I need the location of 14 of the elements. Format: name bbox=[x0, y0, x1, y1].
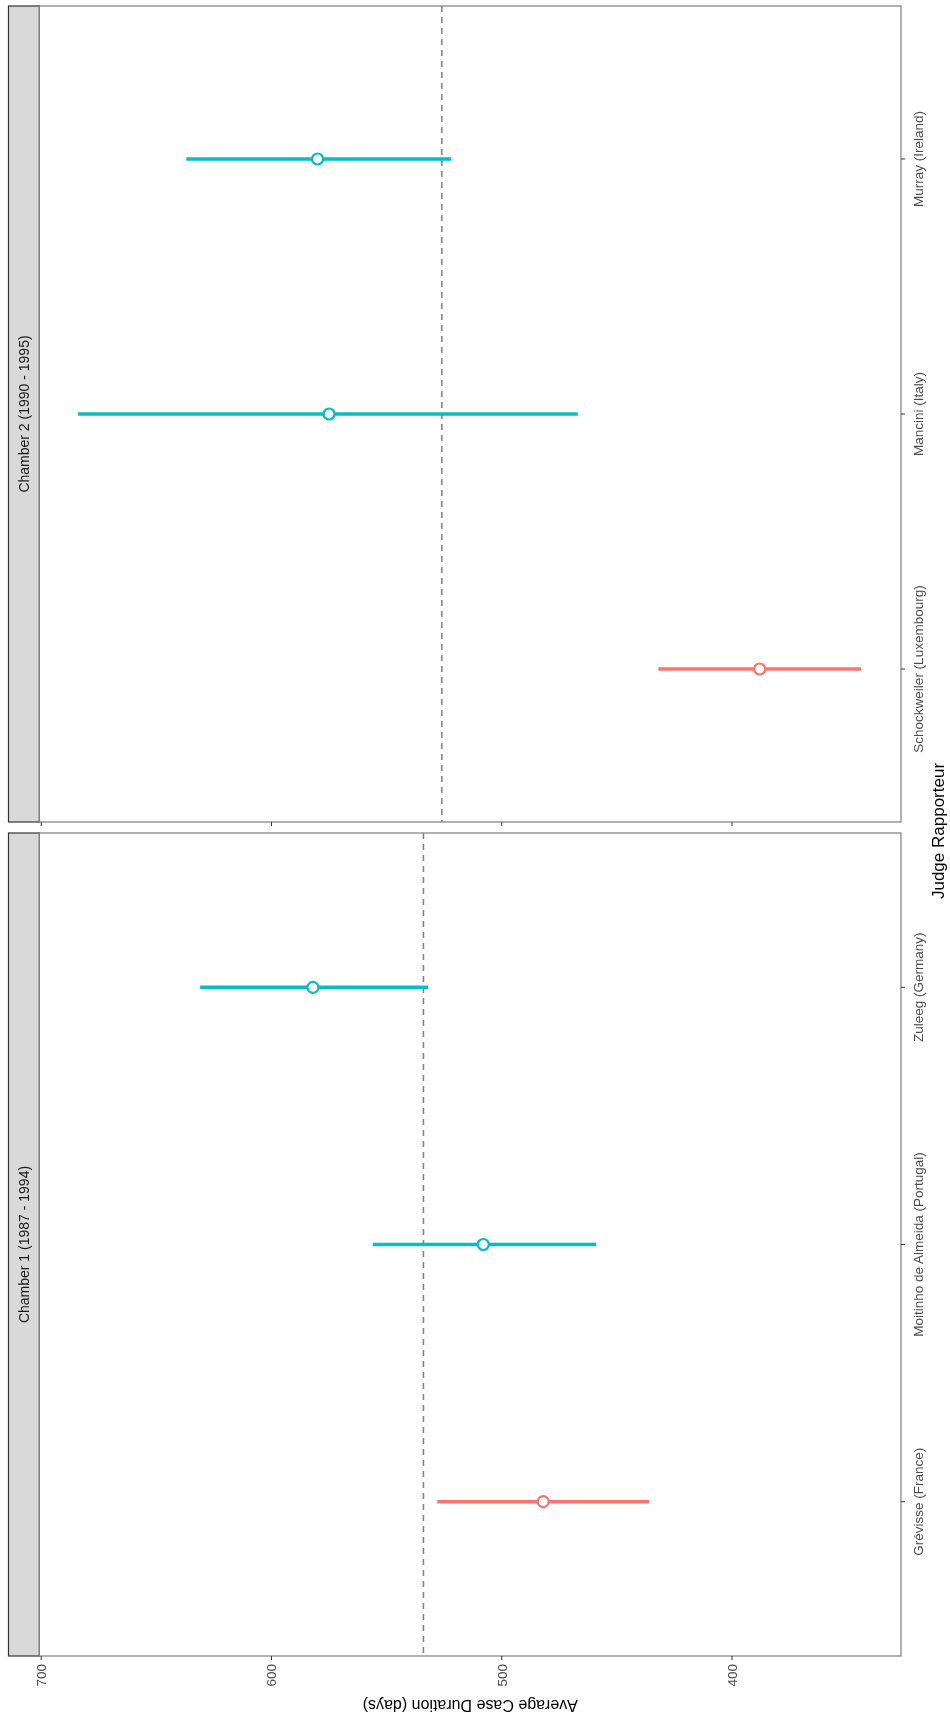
y-axis-title: Judge Rapporteur bbox=[929, 762, 948, 900]
y-tick-label: Schockweiler (Luxembourg) bbox=[911, 585, 926, 753]
text: Chamber 2 (1990 - 1995) bbox=[15, 335, 32, 493]
x-tick-label: 400 bbox=[725, 1664, 740, 1687]
text: Chamber 1 (1987 - 1994) bbox=[15, 1165, 32, 1324]
y-tick-label: Murray (Ireland) bbox=[911, 110, 926, 208]
x-tick-label: 500 bbox=[494, 1664, 510, 1687]
x-tick-label: 700 bbox=[34, 1664, 50, 1687]
x-axis-title: Average Case Duration (days) bbox=[362, 1697, 578, 1714]
y-tick-label: Zuleeg (Germany) bbox=[911, 932, 926, 1043]
x-tick-label: 600 bbox=[264, 1664, 280, 1687]
y-tick-label: Mancini (Italy) bbox=[911, 371, 926, 457]
y-tick-label: Moitinho de Almeida (Portugal) bbox=[911, 1152, 926, 1337]
y-tick-label: Grévisse (France) bbox=[911, 1447, 926, 1556]
